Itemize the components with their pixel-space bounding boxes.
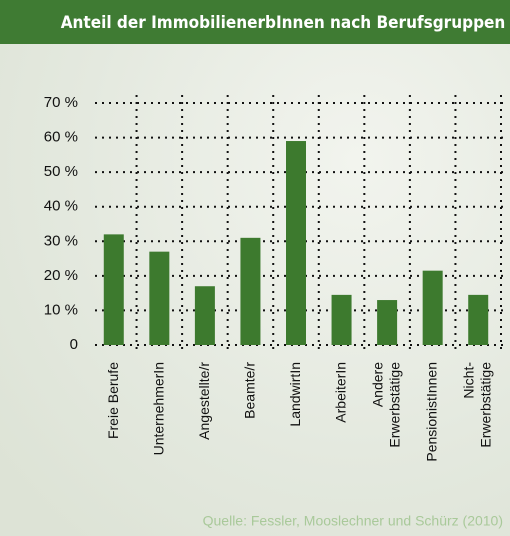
bar (194, 286, 215, 345)
bar (377, 300, 398, 345)
y-tick-label: 60 % (44, 129, 78, 146)
y-tick-label: 20 % (44, 267, 78, 284)
y-tick-label: 10 % (44, 301, 78, 318)
bar (286, 141, 306, 345)
y-tick-label: 30 % (44, 232, 78, 249)
x-tick-label: Angestellte/r (196, 362, 212, 440)
bar (468, 294, 489, 345)
y-tick-label: 0 (70, 336, 78, 353)
chart-title: Anteil der ImmobilienerbInnen nach Beruf… (61, 13, 506, 33)
title-banner (0, 0, 510, 44)
bar (149, 251, 170, 345)
y-tick-label: 40 % (44, 198, 78, 215)
x-tick-label: AndereErwerbstätige (369, 362, 402, 448)
x-tick-label: Freie Berufe (104, 362, 120, 439)
x-tick-label: Nicht-Erwerbstätige (460, 362, 493, 448)
x-tick-label: Beamte/r (241, 362, 257, 419)
x-tick-label: UnternehmerIn (150, 362, 166, 455)
bar (331, 294, 352, 345)
x-tick-label: LandwirtIn (287, 362, 303, 427)
bar (422, 270, 443, 345)
y-tick-label: 70 % (44, 94, 78, 111)
bar (103, 234, 124, 345)
x-tick-label: PensionistInnen (423, 362, 439, 462)
y-tick-label: 50 % (44, 163, 78, 180)
x-tick-label: ArbeiterIn (332, 362, 348, 423)
bar (240, 237, 261, 345)
source: Quelle: Fessler, Mooslechner und Schürz … (203, 513, 503, 529)
